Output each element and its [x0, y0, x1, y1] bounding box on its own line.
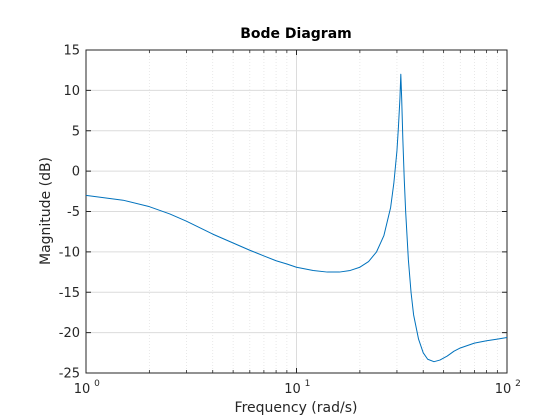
y-tick-label: -15: [59, 286, 80, 301]
y-axis-label: Magnitude (dB): [38, 157, 54, 265]
series-line-magnitude: [85, 73, 508, 363]
x-tick-label-exponent: 1: [305, 379, 311, 389]
y-tick-label: 10: [63, 84, 80, 99]
x-tick-label-exponent: 0: [94, 379, 100, 389]
y-tick-label: -10: [59, 245, 80, 260]
x-tick-label: 10: [495, 382, 512, 397]
x-tick-label: 10: [284, 382, 301, 397]
chart-title: Bode Diagram: [240, 26, 352, 42]
x-axis-label: Frequency (rad/s): [235, 400, 358, 416]
y-tick-label: 15: [63, 44, 80, 59]
y-tick-label: -25: [59, 367, 80, 382]
y-tick-label: -20: [59, 326, 80, 341]
y-tick-label: 0: [72, 165, 80, 180]
series-layer: [85, 73, 508, 363]
x-tick-label: 10: [74, 382, 91, 397]
grid-lines: [86, 50, 507, 373]
y-tick-label: 5: [72, 124, 80, 139]
x-tick-label-exponent: 2: [515, 379, 521, 389]
y-tick-label: -5: [67, 205, 80, 220]
